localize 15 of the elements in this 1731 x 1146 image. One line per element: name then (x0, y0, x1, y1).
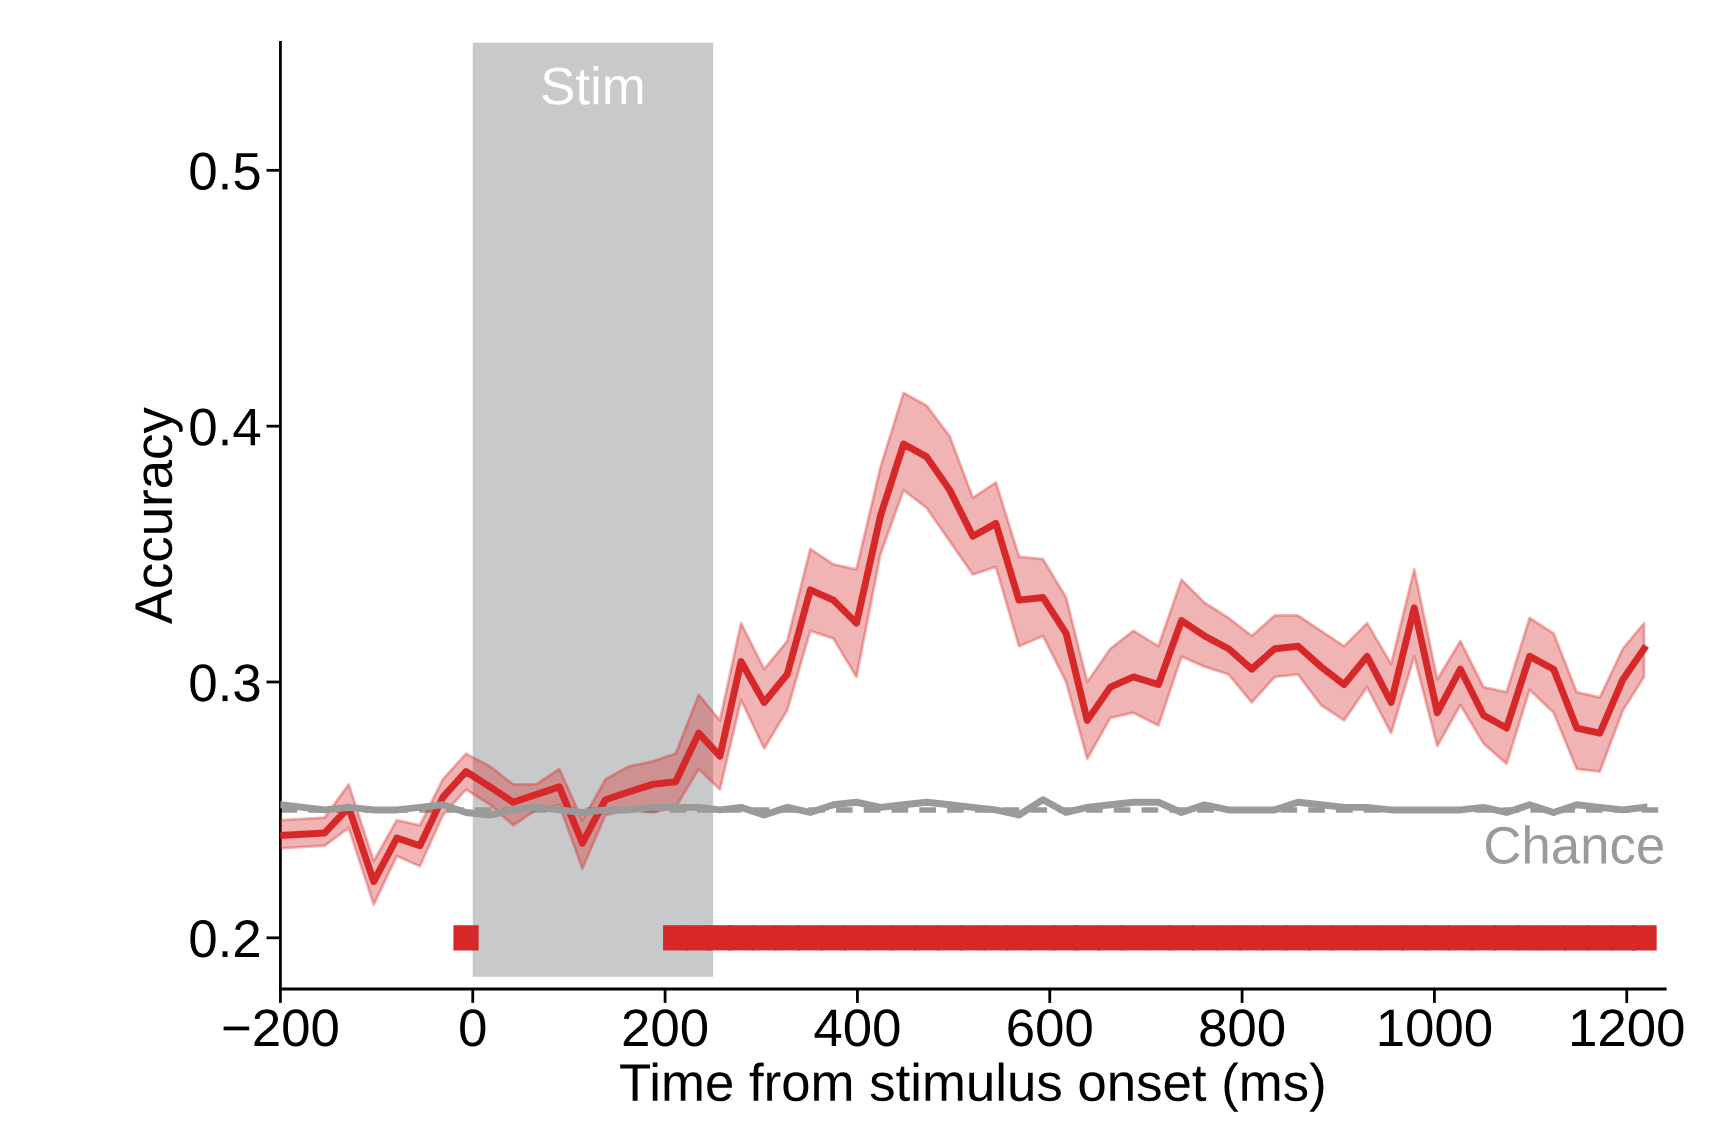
y-tick-label: 0.5 (190, 152, 260, 190)
x-tick-label: 1000 (1379, 1009, 1492, 1047)
x-axis-title: Time from stimulus onset (ms) (620, 1062, 1324, 1112)
x-tick-label: 400 (814, 1009, 900, 1047)
x-tick-label: 800 (1200, 1009, 1285, 1047)
y-tick-label: 0.4 (190, 408, 261, 446)
y-tick-label: 0.3 (190, 664, 260, 702)
ref-line-label: Chance (1486, 825, 1663, 865)
y-tick-label: 0.2 (190, 920, 260, 958)
x-tick-label: 0 (460, 1009, 486, 1047)
y-axis-title: Accuracy (135, 407, 183, 625)
x-tick-label: 200 (623, 1009, 708, 1047)
x-tick-label: 1200 (1572, 1009, 1684, 1047)
x-tick-label: 600 (1008, 1009, 1092, 1047)
x-tick-label: −200 (223, 1009, 338, 1047)
